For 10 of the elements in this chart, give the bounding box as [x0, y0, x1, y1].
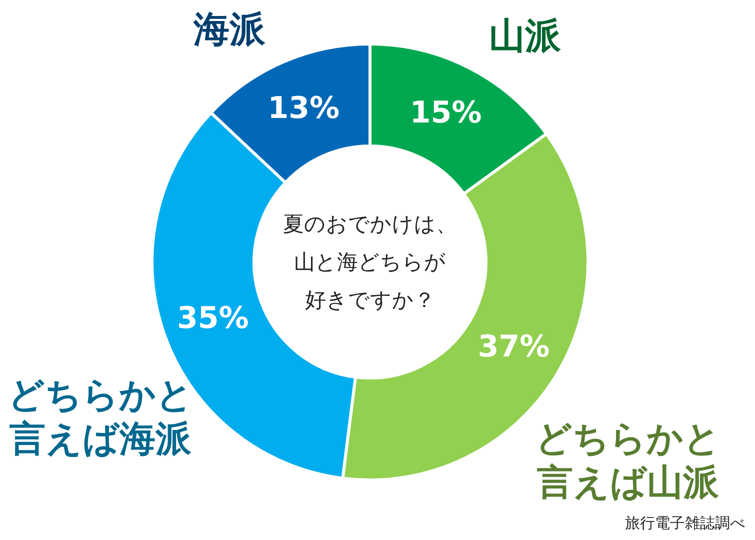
slice-label: どちらかと言えば山派	[535, 418, 720, 504]
slice-label: 山派	[488, 16, 562, 58]
text: 旅行電子雑誌調べ	[625, 514, 745, 532]
data-label: 15%	[410, 96, 482, 131]
slice-label: どちらかと言えば海派	[8, 375, 193, 460]
slice-label: 海派	[192, 9, 267, 50]
text: 夏のおでかけは、山と海どちらが好きですか？	[283, 212, 457, 312]
data-label: 37%	[478, 330, 550, 365]
data-label: 13%	[268, 91, 340, 126]
data-label: 35%	[176, 301, 249, 336]
